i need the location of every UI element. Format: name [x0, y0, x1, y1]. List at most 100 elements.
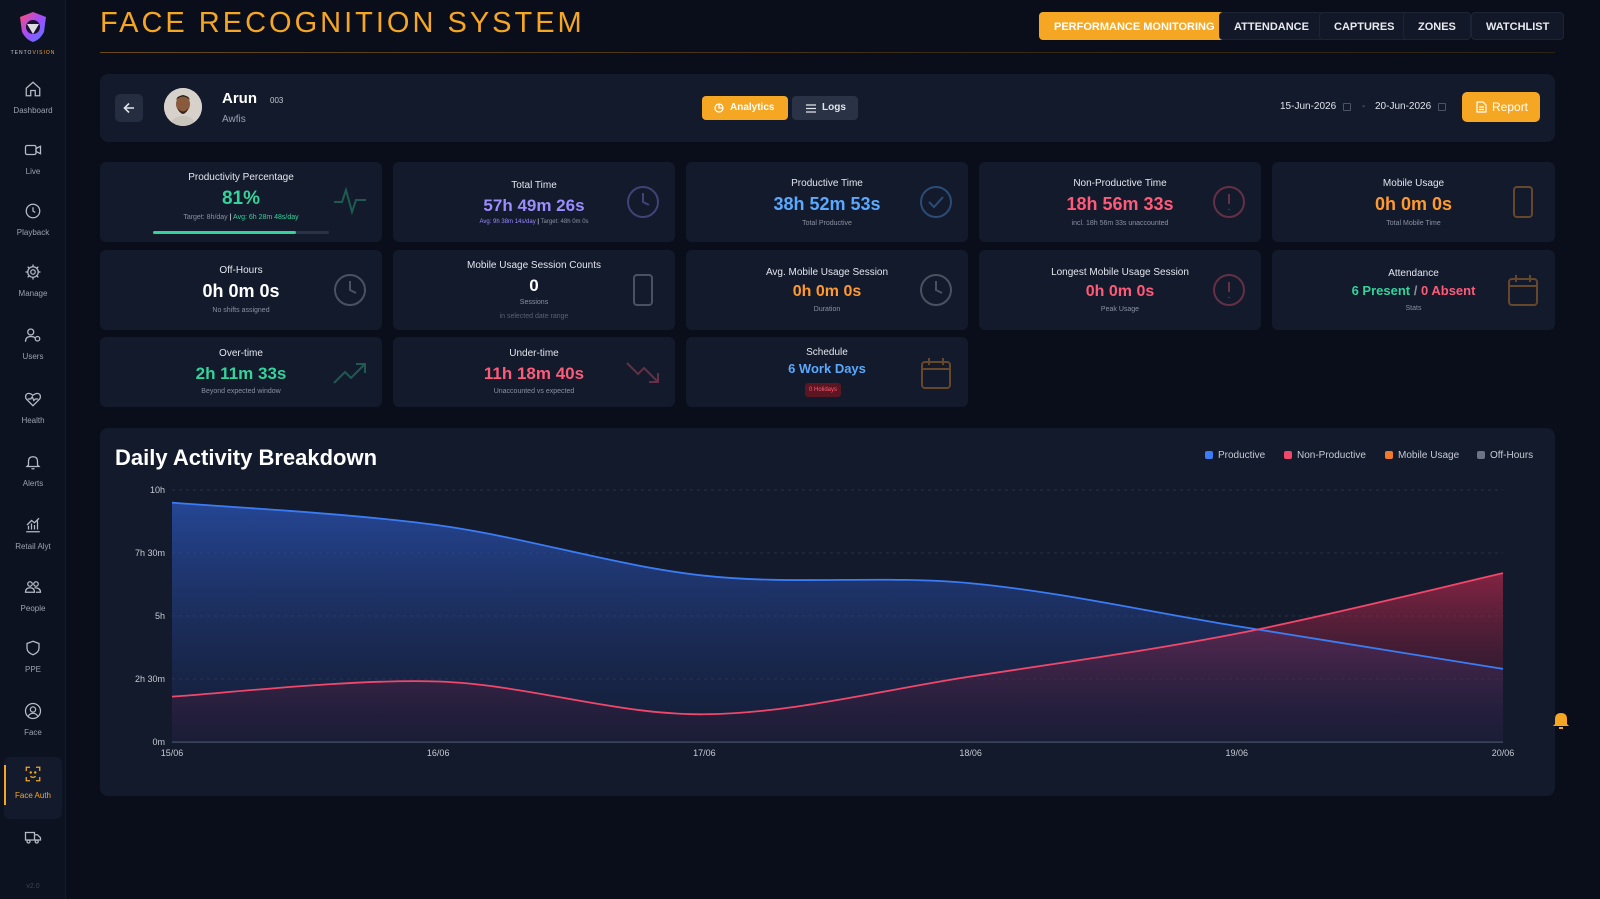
- mobile-session-sub: Sessions: [519, 299, 549, 306]
- sidebar-item-manage[interactable]: Manage: [4, 255, 62, 311]
- overtime-card: Over-time 2h 11m 33s Beyond expected win…: [100, 337, 382, 407]
- overtime-sub: Beyond expected window: [201, 388, 281, 395]
- mobile-usage-value: 0h 0m 0s: [1374, 194, 1453, 214]
- sidebar-item-face-auth[interactable]: Face Auth: [4, 757, 62, 819]
- sidebar-item-ppe[interactable]: PPE: [4, 631, 62, 687]
- sidebar-item-vehicle[interactable]: [4, 820, 62, 860]
- smartphone-icon: [1505, 184, 1541, 220]
- avg-mobile-session-sub: Duration: [813, 306, 841, 313]
- date-to-input[interactable]: 20-Jun-2026: [1375, 101, 1432, 112]
- notification-bell-icon[interactable]: [1552, 710, 1570, 730]
- clock-icon: [918, 272, 954, 308]
- y-tick-label: 10h: [150, 485, 165, 495]
- date-from-input[interactable]: 15-Jun-2026: [1280, 101, 1337, 112]
- alert-circle-icon: [1211, 184, 1247, 220]
- schedule-value: 6 Work Days: [788, 361, 866, 376]
- mobile-session-counts-card: Mobile Usage Session Counts 0 Sessions i…: [393, 250, 675, 330]
- app-logo[interactable]: TENTOVISION: [9, 10, 57, 56]
- tab-zones[interactable]: ZONES: [1403, 12, 1471, 40]
- face-icon: [24, 702, 42, 720]
- tab-captures[interactable]: CAPTURES: [1319, 12, 1410, 40]
- report-label: Report: [1492, 100, 1529, 114]
- sidebar-item-health[interactable]: Health: [4, 382, 62, 438]
- non-productive-time-card: Non-Productive Time 18h 56m 33s incl. 18…: [979, 162, 1261, 242]
- calendar-icon[interactable]: [1438, 103, 1446, 111]
- date-separator: -: [1362, 101, 1366, 112]
- undertime-sub: Unaccounted vs expected: [493, 388, 575, 395]
- avatar: [164, 88, 202, 126]
- tab-performance-monitoring[interactable]: PERFORMANCE MONITORING: [1039, 12, 1230, 40]
- productive-time-sub: Total Productive: [802, 220, 852, 227]
- sidebar-item-retail-alyt[interactable]: Retail Alyt: [4, 508, 62, 564]
- off-hours-value: 0h 0m 0s: [202, 281, 280, 301]
- sidebar-item-label: Live: [25, 167, 41, 176]
- face-scan-icon: [25, 766, 41, 782]
- total-time-target: Target: 48h 0m 0s: [540, 219, 589, 225]
- clock-icon: [332, 272, 368, 308]
- productivity-target: Target: 8h/day: [183, 214, 228, 221]
- legend-swatch: [1385, 451, 1393, 459]
- tab-attendance[interactable]: ATTENDANCE: [1219, 12, 1324, 40]
- shield-icon: [26, 640, 40, 656]
- sidebar-item-playback[interactable]: Playback: [4, 194, 62, 250]
- legend-item[interactable]: Productive: [1205, 450, 1265, 461]
- y-tick-label: 7h 30m: [135, 548, 165, 558]
- heart-pulse-icon: [24, 392, 42, 407]
- daily-activity-chart[interactable]: 0m 2h 30m 5h 7h 30m 10h 15/06 16/06 17/06 18/06 1…: [100, 428, 1555, 796]
- y-tick-label: 2h 30m: [135, 674, 165, 684]
- sidebar-item-alerts[interactable]: Alerts: [4, 445, 62, 501]
- analytics-label: Analytics: [730, 102, 775, 113]
- holidays-badge: 0 Holidays: [805, 383, 842, 397]
- card-title: Longest Mobile Usage Session: [1051, 267, 1189, 278]
- logs-button[interactable]: Logs: [792, 96, 858, 120]
- active-indicator: [4, 765, 6, 805]
- employee-id: 003: [270, 96, 284, 105]
- calendar-icon[interactable]: [1343, 103, 1351, 111]
- x-tick-label: 16/06: [427, 748, 450, 758]
- mobile-session-range: in selected date range: [499, 313, 569, 320]
- card-title: Mobile Usage Session Counts: [467, 260, 601, 271]
- x-tick-label: 19/06: [1226, 748, 1249, 758]
- logs-label: Logs: [822, 102, 846, 113]
- clock-icon: [25, 203, 41, 219]
- legend-item[interactable]: Off-Hours: [1477, 450, 1533, 461]
- x-tick-label: 20/06: [1492, 748, 1515, 758]
- card-title: Under-time: [509, 348, 559, 359]
- x-tick-label: 18/06: [959, 748, 982, 758]
- sidebar: TENTOVISION Dashboard Live Playback Mana…: [0, 0, 66, 899]
- card-title: Off-Hours: [219, 265, 263, 276]
- analytics-button[interactable]: Analytics: [702, 96, 788, 120]
- logo-shield-icon: [20, 12, 46, 42]
- overtime-value: 2h 11m 33s: [195, 364, 287, 383]
- sidebar-item-face[interactable]: Face: [4, 694, 62, 750]
- sidebar-item-people[interactable]: People: [4, 570, 62, 626]
- legend-label: Non-Productive: [1297, 450, 1366, 461]
- sidebar-item-users[interactable]: Users: [4, 318, 62, 374]
- longest-mobile-session-value: 0h 0m 0s: [1085, 283, 1155, 300]
- report-button[interactable]: Report: [1462, 92, 1540, 122]
- sidebar-item-label: Face: [24, 728, 42, 737]
- mobile-session-count-value: 0: [529, 276, 539, 295]
- attendance-sub: Stats: [1405, 305, 1422, 312]
- series-line-non-productive: [171, 572, 1504, 716]
- series-line-productive: [171, 501, 1504, 670]
- sidebar-item-label: Playback: [16, 228, 50, 237]
- card-title: Productive Time: [791, 178, 863, 189]
- tab-watchlist[interactable]: WATCHLIST: [1471, 12, 1565, 40]
- legend-label: Mobile Usage: [1398, 450, 1460, 461]
- sidebar-item-live[interactable]: Live: [4, 133, 62, 189]
- avg-mobile-session-value: 0h 0m 0s: [792, 283, 862, 300]
- home-icon: [25, 81, 41, 97]
- legend-item[interactable]: Mobile Usage: [1385, 450, 1459, 461]
- title-divider: [100, 52, 1555, 53]
- sidebar-item-dashboard[interactable]: Dashboard: [4, 72, 62, 128]
- legend-item[interactable]: Non-Productive: [1284, 450, 1366, 461]
- card-title: Productivity Percentage: [188, 172, 294, 183]
- card-title: Attendance: [1388, 268, 1439, 279]
- sidebar-item-label: Alerts: [22, 479, 44, 488]
- pie-chart-icon: [714, 103, 724, 113]
- total-time-card: Total Time 57h 49m 26s Avg: 9h 38m 14s/d…: [393, 162, 675, 242]
- back-button[interactable]: [115, 94, 143, 122]
- sidebar-item-label: Users: [22, 352, 44, 361]
- total-time-value: 57h 49m 26s: [483, 196, 585, 215]
